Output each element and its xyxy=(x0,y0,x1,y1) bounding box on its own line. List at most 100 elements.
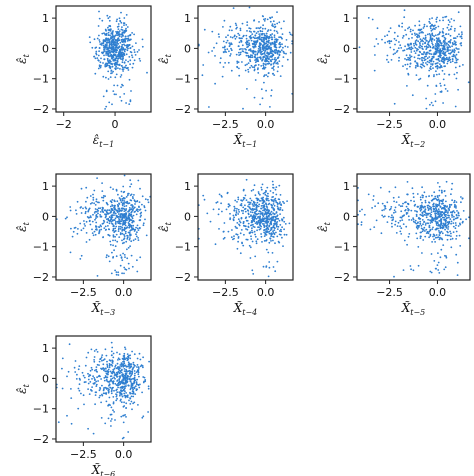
data-point xyxy=(446,42,448,45)
data-point xyxy=(106,57,109,60)
data-point xyxy=(443,216,445,219)
data-point xyxy=(125,205,128,207)
data-point xyxy=(438,238,441,241)
data-point xyxy=(421,228,424,231)
data-point xyxy=(435,224,438,226)
data-point xyxy=(266,35,268,37)
data-point xyxy=(92,213,94,216)
data-point xyxy=(432,210,435,213)
data-point xyxy=(384,41,386,44)
data-point xyxy=(247,45,250,48)
data-point xyxy=(96,177,98,180)
data-point xyxy=(446,216,448,219)
y-tick-label: −2 xyxy=(33,433,49,446)
data-point xyxy=(414,34,417,36)
data-point xyxy=(289,51,292,54)
data-point xyxy=(99,224,102,227)
data-point xyxy=(392,196,395,199)
data-point xyxy=(107,417,110,420)
data-point xyxy=(427,232,430,235)
data-point xyxy=(435,70,437,73)
data-point xyxy=(454,227,457,230)
data-point xyxy=(410,219,413,221)
data-point xyxy=(271,204,273,207)
data-point xyxy=(252,36,255,39)
data-point xyxy=(102,44,105,47)
data-point xyxy=(123,357,125,359)
y-tick-label: 0 xyxy=(42,210,49,223)
data-point xyxy=(441,211,444,213)
data-point xyxy=(436,205,439,208)
data-point xyxy=(454,43,457,46)
data-point xyxy=(273,213,276,216)
data-point xyxy=(147,198,149,201)
data-point xyxy=(118,30,121,32)
data-point xyxy=(115,255,118,258)
data-point xyxy=(440,59,443,62)
data-point xyxy=(119,364,122,366)
data-point xyxy=(132,390,135,393)
data-point xyxy=(453,199,456,202)
data-point xyxy=(91,202,93,204)
data-point xyxy=(393,102,396,105)
data-point xyxy=(115,39,117,42)
data-point xyxy=(115,189,118,192)
data-point xyxy=(123,216,126,219)
data-point xyxy=(409,28,412,31)
data-point xyxy=(119,57,122,60)
data-point xyxy=(103,39,105,41)
data-point xyxy=(114,76,117,79)
data-point xyxy=(135,381,138,383)
data-point xyxy=(107,26,109,29)
data-point xyxy=(436,196,439,199)
data-point xyxy=(71,235,74,238)
data-point xyxy=(249,27,252,30)
data-point xyxy=(96,351,99,353)
data-point xyxy=(439,49,442,52)
data-point xyxy=(125,218,128,221)
data-point xyxy=(94,57,97,60)
data-point xyxy=(116,60,119,63)
data-point xyxy=(85,232,88,234)
data-point xyxy=(131,210,133,213)
data-point xyxy=(115,273,118,276)
data-point xyxy=(278,230,281,232)
data-point xyxy=(119,20,122,23)
data-point xyxy=(95,50,98,53)
data-point xyxy=(258,21,260,23)
data-point xyxy=(246,24,249,26)
data-point xyxy=(116,367,119,369)
data-point xyxy=(447,228,449,230)
data-point xyxy=(450,188,453,191)
data-point xyxy=(117,213,120,215)
data-point xyxy=(70,397,73,399)
data-point xyxy=(413,204,416,207)
data-point xyxy=(268,53,271,55)
data-point xyxy=(251,240,254,243)
x-axis-label: X̃t−1 xyxy=(233,132,258,149)
data-point xyxy=(81,371,84,374)
data-point xyxy=(282,46,284,49)
data-point xyxy=(206,212,209,215)
data-point xyxy=(226,48,229,50)
data-point xyxy=(139,365,142,368)
data-point xyxy=(264,191,266,194)
data-point xyxy=(459,245,462,247)
data-point xyxy=(107,60,110,62)
data-point xyxy=(410,46,413,49)
data-point xyxy=(280,228,282,231)
data-point xyxy=(447,19,450,22)
data-point xyxy=(406,181,409,183)
data-point xyxy=(126,201,128,204)
data-point xyxy=(147,387,150,390)
data-point xyxy=(80,254,83,257)
data-point xyxy=(430,271,433,274)
data-point xyxy=(127,192,129,195)
data-point xyxy=(113,376,115,379)
data-point xyxy=(444,37,447,40)
data-point xyxy=(256,39,259,42)
data-point xyxy=(269,237,272,240)
x-tick-label: 0.0 xyxy=(429,286,447,299)
data-point xyxy=(93,55,95,58)
data-point xyxy=(440,226,443,229)
